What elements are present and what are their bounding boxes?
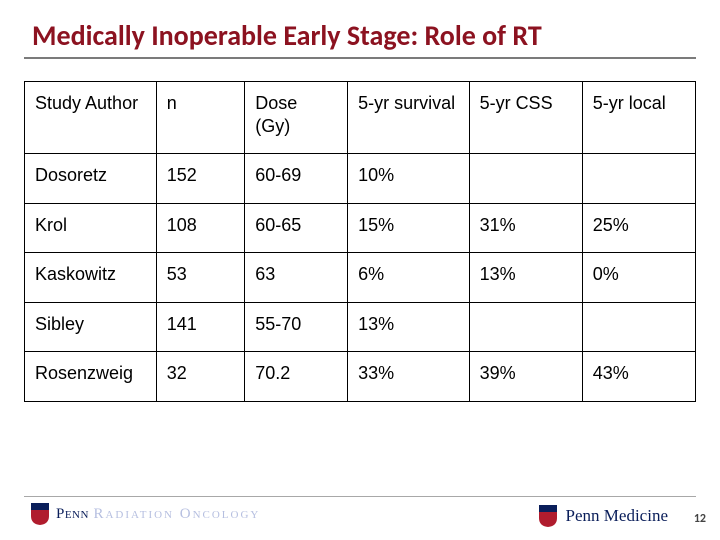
slide-title: Medically Inoperable Early Stage: Role o… [32,18,696,53]
footer-rule [24,496,696,497]
cell-local [582,302,695,352]
cell-survival: 6% [348,253,469,303]
table-row: Sibley 141 55-70 13% [25,302,696,352]
col-dose: Dose (Gy) [245,82,348,154]
cell-n: 53 [156,253,245,303]
title-wrap: Medically Inoperable Early Stage: Role o… [24,18,696,53]
cell-local: 25% [582,203,695,253]
penn-medicine-text: Penn Medicine [566,506,668,526]
cell-dose: 55-70 [245,302,348,352]
cell-dose: 60-65 [245,203,348,253]
cell-dose: 60-69 [245,154,348,204]
cell-css: 31% [469,203,582,253]
cell-dose: 70.2 [245,352,348,402]
cell-n: 141 [156,302,245,352]
cell-n: 108 [156,203,245,253]
cell-author: Rosenzweig [25,352,157,402]
cell-author: Krol [25,203,157,253]
cell-dose: 63 [245,253,348,303]
col-n: n [156,82,245,154]
penn-ro-text: Penn Radiation Oncology [56,505,260,523]
penn-word: Penn [56,506,89,522]
cell-survival: 33% [348,352,469,402]
cell-local: 43% [582,352,695,402]
cell-css [469,302,582,352]
cell-survival: 15% [348,203,469,253]
cell-n: 152 [156,154,245,204]
table-row: Dosoretz 152 60-69 10% [25,154,696,204]
cell-css: 13% [469,253,582,303]
table-row: Krol 108 60-65 15% 31% 25% [25,203,696,253]
cell-css: 39% [469,352,582,402]
slide: Medically Inoperable Early Stage: Role o… [0,0,720,540]
cell-css [469,154,582,204]
cell-author: Dosoretz [25,154,157,204]
table-row: Rosenzweig 32 70.2 33% 39% 43% [25,352,696,402]
cell-survival: 10% [348,154,469,204]
cell-author: Kaskowitz [25,253,157,303]
col-study-author: Study Author [25,82,157,154]
penn-radiation-oncology-logo: Penn Radiation Oncology [30,502,260,526]
penn-shield-icon [30,502,50,526]
footer: Penn Radiation Oncology Penn Medicine 12 [0,496,720,530]
cell-survival: 13% [348,302,469,352]
penn-medicine-logo: Penn Medicine [538,504,668,528]
col-5yr-css: 5-yr CSS [469,82,582,154]
col-5yr-survival: 5-yr survival [348,82,469,154]
table-header-row: Study Author n Dose (Gy) 5-yr survival 5… [25,82,696,154]
cell-local: 0% [582,253,695,303]
title-underline [24,57,696,59]
cell-local [582,154,695,204]
cell-n: 32 [156,352,245,402]
radiation-oncology-word: Radiation Oncology [93,506,260,522]
page-number: 12 [694,512,706,526]
cell-author: Sibley [25,302,157,352]
penn-med-shield-icon [538,504,558,528]
col-5yr-local: 5-yr local [582,82,695,154]
studies-table: Study Author n Dose (Gy) 5-yr survival 5… [24,81,696,402]
table-row: Kaskowitz 53 63 6% 13% 0% [25,253,696,303]
